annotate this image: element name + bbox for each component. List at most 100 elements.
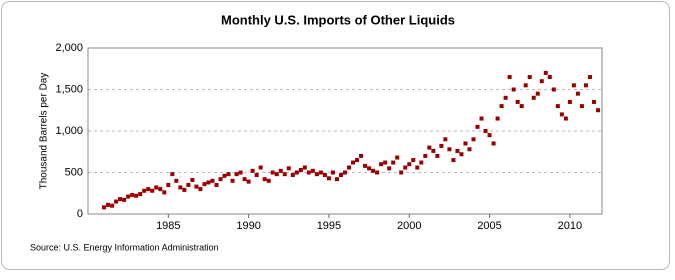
marker xyxy=(447,147,452,152)
marker xyxy=(174,178,179,183)
marker xyxy=(138,192,143,197)
marker xyxy=(563,116,568,121)
marker xyxy=(178,185,183,190)
marker xyxy=(262,177,267,182)
marker xyxy=(202,182,207,187)
marker xyxy=(186,182,191,187)
marker xyxy=(170,172,175,177)
marker xyxy=(543,70,548,75)
marker xyxy=(551,87,556,92)
marker xyxy=(290,172,295,177)
marker xyxy=(347,165,352,170)
marker xyxy=(306,170,311,175)
marker xyxy=(318,170,323,175)
marker xyxy=(166,182,171,187)
marker xyxy=(515,99,520,104)
marker xyxy=(294,170,299,175)
marker xyxy=(182,187,187,192)
marker xyxy=(595,108,600,113)
marker xyxy=(355,158,360,163)
marker xyxy=(142,188,147,193)
marker xyxy=(190,177,195,182)
marker xyxy=(122,197,127,202)
marker xyxy=(146,187,151,192)
marker xyxy=(214,182,219,187)
marker xyxy=(234,172,239,177)
marker xyxy=(326,176,331,181)
marker xyxy=(535,91,540,96)
marker xyxy=(130,192,135,197)
y-tick-label: 0 xyxy=(77,208,83,220)
marker xyxy=(467,147,472,152)
marker xyxy=(134,193,139,198)
marker xyxy=(547,75,552,80)
marker xyxy=(218,177,223,182)
marker xyxy=(270,170,275,175)
marker xyxy=(451,158,456,163)
marker xyxy=(278,168,283,173)
marker xyxy=(395,155,400,160)
marker xyxy=(411,158,416,163)
marker xyxy=(403,165,408,170)
marker xyxy=(266,178,271,183)
marker xyxy=(391,160,396,165)
marker xyxy=(158,187,163,192)
marker xyxy=(162,190,167,195)
marker xyxy=(483,129,488,133)
marker xyxy=(230,178,235,183)
marker xyxy=(575,91,580,96)
marker xyxy=(359,153,364,158)
x-tick-label: 1985 xyxy=(156,220,180,232)
marker xyxy=(519,104,524,109)
marker xyxy=(475,124,480,129)
marker xyxy=(371,168,376,173)
marker xyxy=(110,203,115,208)
marker xyxy=(455,148,460,153)
marker xyxy=(258,165,263,170)
marker xyxy=(118,197,123,202)
marker xyxy=(222,173,227,178)
y-tick-label: 1,500 xyxy=(55,83,83,95)
x-tick-label: 1995 xyxy=(317,220,341,232)
marker xyxy=(443,137,448,142)
marker xyxy=(471,137,476,142)
marker xyxy=(210,178,215,183)
marker xyxy=(198,187,203,192)
marker xyxy=(322,172,327,177)
y-axis-label: Thousand Barrels per Day xyxy=(39,73,50,190)
plot-area xyxy=(87,47,603,215)
y-tick-label: 1,000 xyxy=(55,125,83,137)
marker xyxy=(511,87,516,92)
y-tick-label: 500 xyxy=(65,166,83,178)
marker xyxy=(387,166,392,171)
marker xyxy=(363,163,368,168)
marker xyxy=(559,112,564,117)
marker xyxy=(343,170,347,175)
marker xyxy=(367,166,372,171)
marker xyxy=(423,153,428,158)
marker xyxy=(523,83,528,88)
marker xyxy=(591,99,596,104)
x-tick-label: 2010 xyxy=(558,220,582,232)
marker xyxy=(435,153,440,158)
marker xyxy=(194,184,199,189)
frame xyxy=(1,1,670,270)
marker xyxy=(439,143,444,148)
marker xyxy=(507,75,512,80)
marker xyxy=(383,160,388,165)
marker xyxy=(539,79,544,84)
marker xyxy=(487,133,492,138)
marker xyxy=(126,194,131,199)
marker xyxy=(330,170,335,175)
marker xyxy=(298,168,303,173)
marker xyxy=(531,95,536,100)
marker xyxy=(206,180,211,185)
x-tick-label: 1990 xyxy=(236,220,260,232)
marker xyxy=(282,172,287,177)
marker xyxy=(459,152,464,157)
marker xyxy=(379,162,384,167)
marker xyxy=(106,202,111,207)
marker xyxy=(334,177,339,182)
source: Source: U.S. Energy Information Administ… xyxy=(30,242,219,252)
